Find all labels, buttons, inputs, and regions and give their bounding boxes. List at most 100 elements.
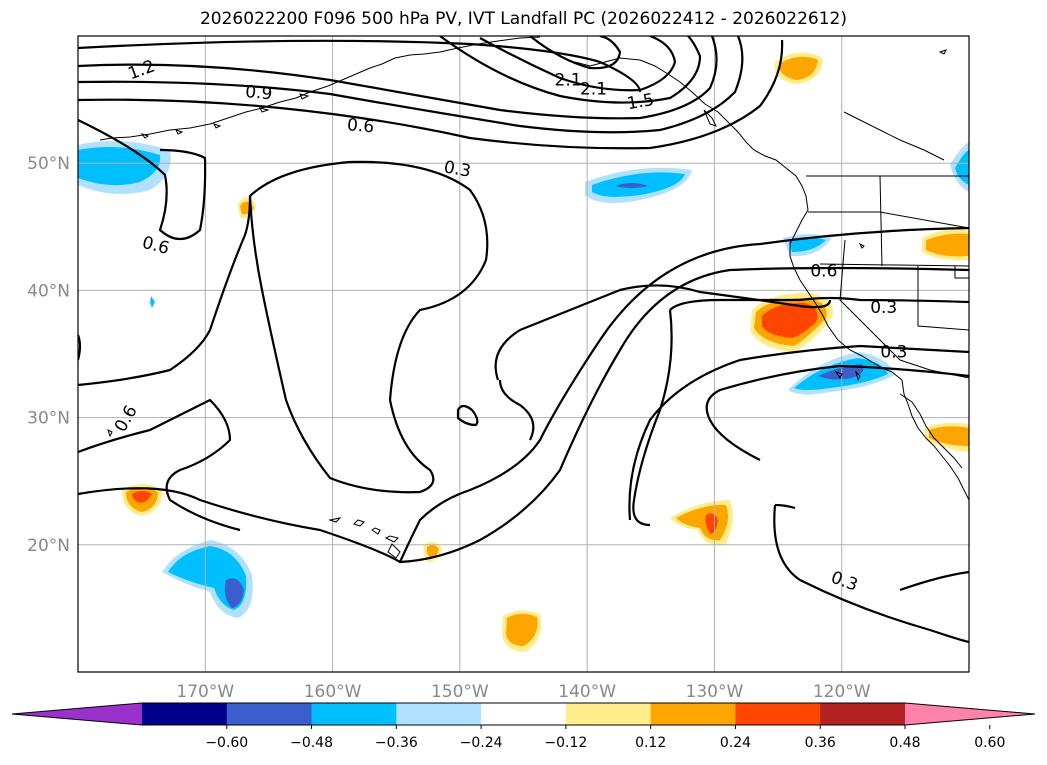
colorbar-segment — [735, 703, 821, 725]
shade-blob — [676, 504, 728, 541]
shade-blob — [78, 146, 161, 186]
contour-label: 2.1 — [555, 71, 582, 91]
contour-line — [494, 284, 832, 381]
border — [917, 266, 969, 331]
border — [839, 239, 901, 361]
coastline — [259, 107, 270, 113]
border — [843, 111, 945, 161]
shade-blob — [224, 578, 244, 608]
coastline — [899, 393, 963, 469]
contour-line — [78, 39, 784, 150]
colorbar-tick-label: 0.12 — [635, 735, 666, 751]
lon-tick-label: 140°W — [558, 682, 616, 702]
contour-line — [456, 404, 479, 427]
shade-blob — [426, 544, 439, 558]
contour-line — [773, 504, 969, 644]
colorbar-outline — [11, 702, 1036, 726]
colorbar-extend-min — [12, 703, 142, 725]
shade-blob — [778, 56, 818, 80]
colorbar-tick-label: −0.12 — [544, 735, 587, 751]
contour-line — [78, 119, 207, 241]
coastline — [387, 543, 401, 559]
coastline — [175, 129, 184, 135]
contour-line — [78, 398, 241, 532]
coastline — [938, 49, 947, 55]
contour-label: 0.6 — [810, 261, 837, 281]
colorbar-segment — [820, 703, 906, 725]
contour-label: 0.9 — [244, 82, 273, 104]
latitude-axis: 20°N 30°N 40°N 50°N — [27, 154, 70, 556]
ivt-shading — [78, 52, 969, 652]
border — [954, 266, 969, 279]
colorbar-segment — [311, 703, 397, 725]
lon-tick-label: 130°W — [686, 682, 744, 702]
coastline — [858, 242, 865, 249]
contour-label: 0.6 — [111, 402, 142, 435]
lat-tick-label: 30°N — [27, 409, 70, 429]
contour-line — [628, 344, 969, 521]
lon-tick-label: 160°W — [304, 682, 362, 702]
political-borders — [806, 111, 969, 379]
coastline — [901, 379, 969, 501]
contour-line — [899, 570, 969, 592]
coastlines — [99, 36, 969, 559]
coastline — [855, 370, 861, 382]
coastline — [140, 133, 150, 139]
coastline — [703, 109, 717, 127]
longitude-axis: 170°W 160°W 150°W 140°W 130°W 120°W — [176, 682, 870, 702]
contour-line — [529, 36, 622, 70]
contour-label: 0.3 — [442, 157, 472, 181]
colorbar-tick-label: −0.60 — [205, 735, 248, 751]
contour-line — [439, 36, 702, 104]
shade-blob — [615, 183, 648, 188]
colorbar-tick-label: 0.36 — [805, 735, 836, 751]
contour-line — [398, 226, 969, 563]
border — [879, 175, 883, 267]
shade-blob — [788, 237, 826, 252]
shade-blob — [150, 296, 155, 308]
contour-line — [669, 296, 969, 311]
contour-line — [632, 309, 673, 527]
colorbar-segment — [650, 703, 736, 725]
contour-line — [479, 36, 677, 92]
colorbar-tick-label: 0.24 — [720, 735, 751, 751]
colorbar: −0.60 −0.48 −0.36 −0.24 −0.12 0.12 0.24 0.36 0.4… — [11, 702, 1036, 751]
map-title: 2026022200 F096 500 hPa PV, IVT Landfall… — [199, 9, 847, 29]
contour-line — [78, 266, 969, 564]
colorbar-extend-max — [905, 703, 1035, 725]
shade-blob — [929, 426, 969, 446]
colorbar-segment — [142, 703, 228, 725]
coastline — [834, 371, 843, 379]
coastline — [353, 519, 365, 527]
colorbar-tick-label: 0.48 — [889, 735, 920, 751]
lon-tick-label: 120°W — [813, 682, 871, 702]
contour-line — [774, 503, 796, 510]
border — [808, 211, 969, 229]
contour-line — [78, 39, 642, 93]
contour-line — [78, 36, 718, 120]
contour-label: 1.5 — [626, 90, 656, 114]
border — [819, 263, 969, 267]
colorbar-segment — [226, 703, 313, 725]
shade-blob — [132, 491, 152, 503]
colorbar-segment — [481, 703, 567, 725]
colorbar-tick-label: 0.60 — [974, 735, 1005, 751]
colorbar-tick-label: −0.36 — [375, 735, 418, 751]
shade-blob — [926, 233, 969, 257]
contour-label: 0.6 — [140, 233, 171, 259]
contour-label: 1.2 — [126, 56, 158, 84]
shade-blob — [818, 364, 864, 380]
coastline — [371, 527, 381, 535]
coastline — [213, 123, 222, 129]
contour-line — [78, 195, 252, 387]
coastline — [99, 63, 383, 141]
coastline — [328, 517, 342, 523]
shade-blob — [762, 302, 818, 338]
lat-tick-label: 50°N — [27, 154, 70, 174]
contour-label: 0.3 — [880, 343, 907, 363]
colorbar-segment — [565, 703, 652, 725]
coastline — [107, 429, 113, 438]
colorbar-tick-label: −0.24 — [460, 735, 503, 751]
contour-line — [78, 36, 744, 134]
